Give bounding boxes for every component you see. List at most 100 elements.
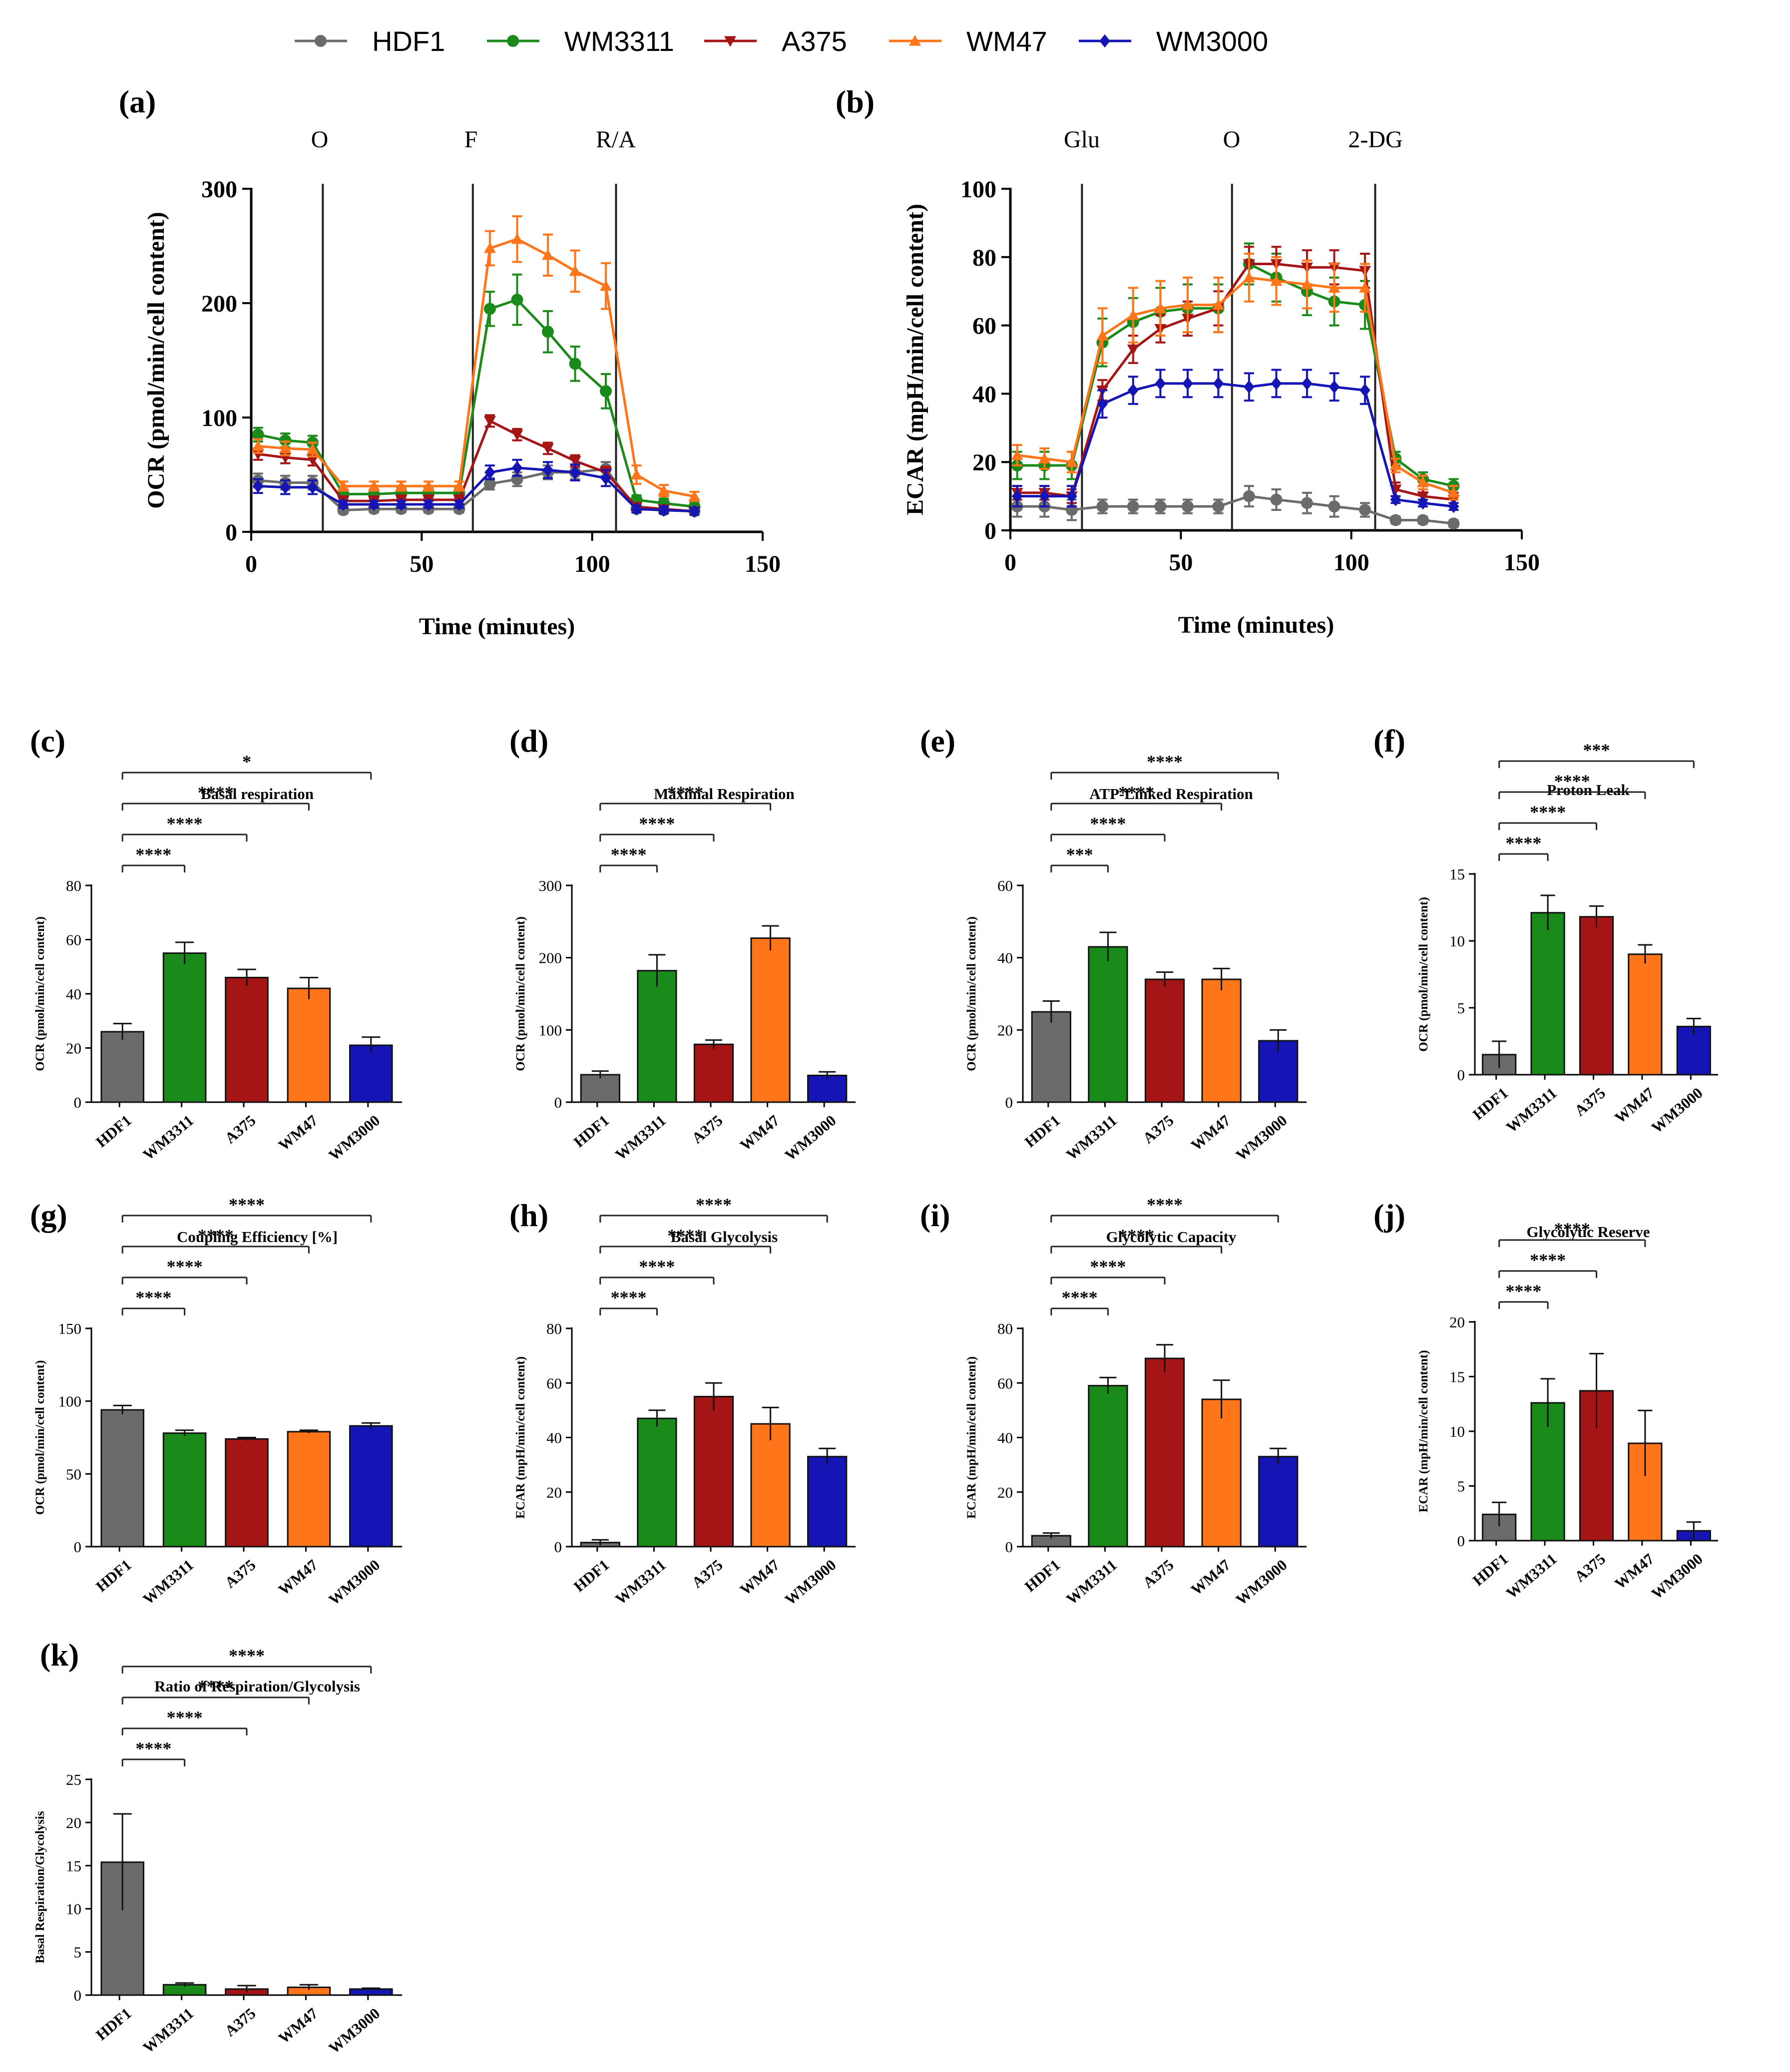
bar-wm3000 [807,1074,848,1103]
series-wm47 [1011,252,1460,501]
y-tick-label: 0 [554,1094,562,1111]
data-point [630,468,643,480]
bar-wm47 [287,1431,331,1548]
panel-label: (g) [30,1198,67,1233]
series-a375 [252,414,701,517]
bar-wm47 [1201,1398,1242,1548]
legend-circle-icon [507,35,519,47]
significance-label: **** [167,1707,203,1727]
data-point [1039,489,1050,503]
significance-label: **** [135,1287,171,1307]
significance-bracket: **** [1498,1281,1549,1309]
data-point [511,461,523,474]
y-tick-label: 0 [74,1987,82,2004]
significance-label: **** [135,844,171,864]
significance-bracket: **** [599,1287,658,1315]
data-point [1417,496,1428,510]
data-point [368,497,380,511]
y-tick-label: 300 [201,176,237,203]
significance-bracket: **** [121,1287,186,1315]
data-point [569,456,581,467]
series-line [1017,495,1454,525]
y-tick-label: 0 [74,1538,82,1556]
data-point [423,497,434,511]
data-point [599,385,612,398]
data-point [1127,500,1139,513]
significance-bracket: **** [1050,752,1279,780]
data-point [1127,384,1139,397]
significance-bracket: *** [1498,740,1695,768]
y-tick-label: 20 [66,1814,81,1831]
chart-title: Glycolytic Capacity [1106,1228,1237,1245]
y-axis-label: OCR (pmol/min/cell content) [143,212,169,509]
bar-wm3000 [349,1044,393,1103]
data-point [1127,344,1139,356]
significance-bracket: **** [1498,833,1549,861]
y-tick-label: 50 [66,1465,81,1483]
series-line [1017,382,1454,508]
data-point [484,465,495,479]
y-tick-label: 40 [66,985,81,1003]
significance-label: **** [1062,1287,1098,1307]
bar-wm3000 [349,1425,393,1548]
y-tick-label: 150 [58,1320,82,1337]
panel-label: (d) [509,723,548,759]
y-tick-label: 25 [66,1771,81,1788]
bar-a375 [1144,978,1185,1103]
y-axis-label: ECAR (mpH/min/cell content) [1417,1350,1430,1513]
data-point [1244,380,1255,394]
data-point [483,477,496,490]
data-point [1243,490,1255,502]
significance-bracket: **** [121,783,310,811]
bar-wm3311 [637,970,677,1103]
y-tick-label: 0 [1457,1066,1465,1084]
data-point [1389,459,1402,470]
data-point [252,428,264,441]
bar-a375 [225,1438,269,1548]
significance-label: **** [198,1226,234,1245]
x-axis-label: Time (minutes) [419,613,575,640]
significance-bracket: **** [1050,1287,1109,1315]
x-tick-label: 100 [574,551,610,577]
y-tick-label: 0 [225,519,237,546]
data-point [483,242,496,253]
bar-a375 [225,976,269,1103]
data-point [368,480,380,491]
legend-item-hdf1: HDF1 [295,25,445,57]
y-tick-label: 15 [1449,865,1465,883]
y-tick-label: 300 [539,877,562,894]
data-point [511,233,523,244]
x-tick-label: 0 [245,551,257,577]
data-point [1417,514,1429,526]
bar-wm3311 [162,952,207,1103]
significance-bracket: **** [599,814,715,841]
data-point [688,490,701,501]
legend-item-wm3000: WM3000 [1079,25,1268,57]
data-point [541,249,554,260]
significance-bracket: **** [1498,1250,1597,1278]
data-point [1154,500,1167,513]
injection-label: Glu [1064,126,1100,153]
x-tick-label: 50 [410,551,434,577]
y-tick-label: 0 [1005,1094,1013,1111]
data-point [1096,500,1109,513]
significance-label: **** [1090,1256,1126,1276]
chart-a: (a) 0 100 200 300 0 50 100 150 Time (minutes) OCR … [119,84,781,640]
data-point [252,440,264,451]
data-point [1182,377,1193,391]
bar-hdf1 [580,1074,620,1103]
data-point [1096,330,1109,341]
significance-label: **** [611,844,647,864]
chart-d: (d) Maximal Respiration 0 100 200 300 OCR (pmo… [509,723,856,1164]
data-point [1359,384,1370,397]
significance-bracket: **** [121,814,248,841]
data-point [1243,271,1255,283]
legend: HDF1 WM3311 A375 WM47 WM3000 [295,25,1268,57]
data-point [453,480,465,491]
data-point [307,480,318,494]
bar-a375 [693,1043,734,1103]
data-point [483,416,496,427]
y-tick-label: 100 [960,176,996,203]
data-point [631,502,642,516]
